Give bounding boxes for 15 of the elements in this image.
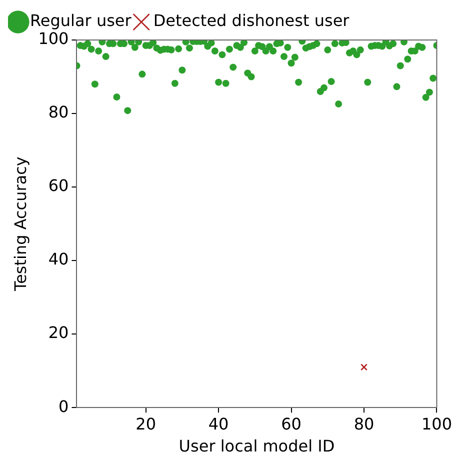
legend-label: Regular user <box>30 11 132 30</box>
y-tick-label: 80 <box>48 102 69 122</box>
x-tick-label: 60 <box>281 414 302 434</box>
y-axis-title: Testing Accuracy <box>10 156 30 292</box>
x-axis-title: User local model ID <box>178 436 335 456</box>
x-tick-label: 80 <box>354 414 374 434</box>
y-tick-label: 40 <box>48 250 69 269</box>
y-tick-label: 0 <box>58 396 69 416</box>
x-tick-label: 40 <box>208 414 229 434</box>
y-tick-label: 100 <box>38 29 69 48</box>
legend-label: Detected dishonest user <box>153 11 350 30</box>
x-tick-label: 20 <box>136 414 156 434</box>
y-tick-label: 20 <box>48 323 69 342</box>
x-tick-label: 100 <box>421 414 452 434</box>
y-tick-label: 60 <box>48 176 69 196</box>
